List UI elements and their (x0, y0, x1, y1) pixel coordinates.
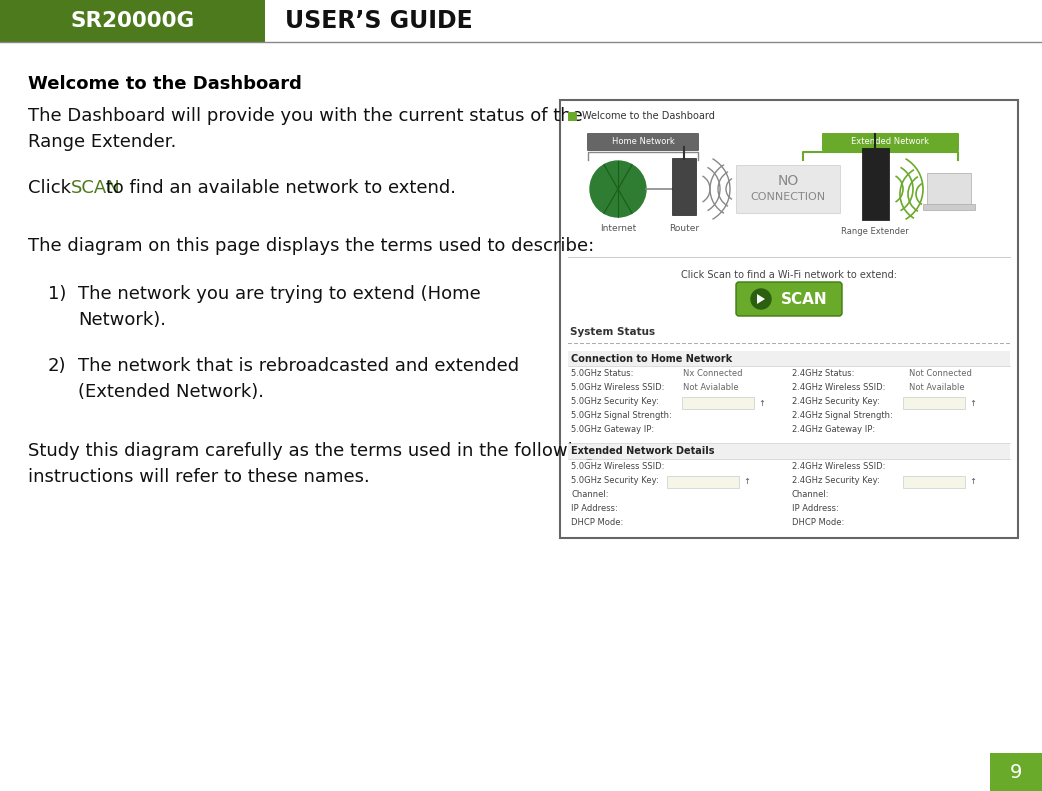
Text: Welcome to the Dashboard: Welcome to the Dashboard (582, 111, 715, 121)
Text: ↑: ↑ (969, 399, 976, 407)
FancyBboxPatch shape (568, 112, 577, 121)
FancyBboxPatch shape (903, 476, 965, 488)
FancyBboxPatch shape (990, 753, 1042, 791)
Text: Connection to Home Network: Connection to Home Network (571, 354, 733, 364)
Text: Study this diagram carefully as the terms used in the following
instructions wil: Study this diagram carefully as the term… (28, 442, 595, 486)
Text: 2.4GHz Wireless SSID:: 2.4GHz Wireless SSID: (792, 462, 886, 471)
Text: SR20000G: SR20000G (71, 11, 195, 31)
FancyBboxPatch shape (923, 204, 975, 210)
Text: Home Network: Home Network (612, 138, 674, 146)
FancyBboxPatch shape (587, 133, 699, 151)
FancyBboxPatch shape (672, 158, 696, 215)
Text: 2): 2) (48, 357, 67, 375)
Text: Not Connected: Not Connected (909, 369, 972, 378)
Text: Welcome to the Dashboard: Welcome to the Dashboard (28, 75, 302, 93)
Text: DHCP Mode:: DHCP Mode: (571, 518, 623, 527)
Text: 5.0GHz Gateway IP:: 5.0GHz Gateway IP: (571, 425, 654, 434)
Text: ↑: ↑ (969, 478, 976, 486)
FancyBboxPatch shape (265, 0, 1042, 42)
Text: 5.0GHz Wireless SSID:: 5.0GHz Wireless SSID: (571, 462, 665, 471)
FancyBboxPatch shape (736, 282, 842, 316)
Polygon shape (756, 294, 765, 304)
Text: SCAN: SCAN (71, 179, 121, 197)
Text: Channel:: Channel: (571, 490, 609, 499)
Text: Extended Network Details: Extended Network Details (571, 446, 715, 456)
FancyBboxPatch shape (927, 173, 971, 205)
FancyBboxPatch shape (568, 444, 1010, 459)
FancyBboxPatch shape (667, 476, 739, 488)
Text: CONNECTION: CONNECTION (750, 192, 825, 202)
Text: 2.4GHz Security Key:: 2.4GHz Security Key: (792, 397, 879, 406)
Text: NO: NO (777, 174, 798, 188)
Text: ↑: ↑ (743, 478, 750, 486)
Text: Range Extender: Range Extender (841, 227, 909, 236)
Text: Not Available: Not Available (909, 383, 965, 392)
Text: DHCP Mode:: DHCP Mode: (792, 518, 844, 527)
Text: Click Scan to find a Wi-Fi network to extend:: Click Scan to find a Wi-Fi network to ex… (681, 270, 897, 280)
Text: 2.4GHz Signal Strength:: 2.4GHz Signal Strength: (792, 411, 893, 420)
Text: The diagram on this page displays the terms used to describe:: The diagram on this page displays the te… (28, 237, 594, 255)
Text: SCAN: SCAN (780, 292, 827, 306)
Text: Click: Click (28, 179, 77, 197)
Circle shape (590, 161, 646, 217)
Text: 5.0GHz Security Key:: 5.0GHz Security Key: (571, 397, 659, 406)
Text: Extended Network: Extended Network (851, 138, 929, 146)
FancyBboxPatch shape (568, 351, 1010, 366)
Text: The Dashboard will provide you with the current status of the
Range Extender.: The Dashboard will provide you with the … (28, 107, 582, 151)
FancyBboxPatch shape (862, 148, 889, 220)
FancyBboxPatch shape (903, 397, 965, 409)
FancyBboxPatch shape (683, 397, 754, 409)
Text: 2.4GHz Status:: 2.4GHz Status: (792, 369, 854, 378)
Text: IP Address:: IP Address: (571, 504, 618, 513)
FancyBboxPatch shape (822, 133, 959, 151)
Text: IP Address:: IP Address: (792, 504, 839, 513)
Text: Not Avialable: Not Avialable (683, 383, 739, 392)
Text: 9: 9 (1010, 763, 1022, 782)
Text: USER’S GUIDE: USER’S GUIDE (286, 9, 473, 33)
Text: 2.4GHz Security Key:: 2.4GHz Security Key: (792, 476, 879, 485)
Text: 5.0GHz Security Key:: 5.0GHz Security Key: (571, 476, 659, 485)
Text: System Status: System Status (570, 327, 655, 337)
Text: 5.0GHz Status:: 5.0GHz Status: (571, 369, 634, 378)
FancyBboxPatch shape (560, 100, 1018, 538)
Text: 5.0GHz Wireless SSID:: 5.0GHz Wireless SSID: (571, 383, 665, 392)
Text: 1): 1) (48, 285, 67, 303)
FancyBboxPatch shape (0, 0, 265, 42)
Circle shape (751, 289, 771, 309)
Text: ↑: ↑ (758, 399, 765, 407)
Text: Router: Router (669, 224, 699, 233)
Text: 2.4GHz Wireless SSID:: 2.4GHz Wireless SSID: (792, 383, 886, 392)
Text: The network you are trying to extend (Home
Network).: The network you are trying to extend (Ho… (78, 285, 480, 329)
FancyBboxPatch shape (736, 165, 840, 213)
Text: Nx Connected: Nx Connected (683, 369, 743, 378)
Text: Internet: Internet (600, 224, 636, 233)
Text: to find an available network to extend.: to find an available network to extend. (100, 179, 456, 197)
Text: 5.0GHz Signal Strength:: 5.0GHz Signal Strength: (571, 411, 672, 420)
Text: 2.4GHz Gateway IP:: 2.4GHz Gateway IP: (792, 425, 875, 434)
Text: Channel:: Channel: (792, 490, 829, 499)
Text: The network that is rebroadcasted and extended
(Extended Network).: The network that is rebroadcasted and ex… (78, 357, 519, 401)
